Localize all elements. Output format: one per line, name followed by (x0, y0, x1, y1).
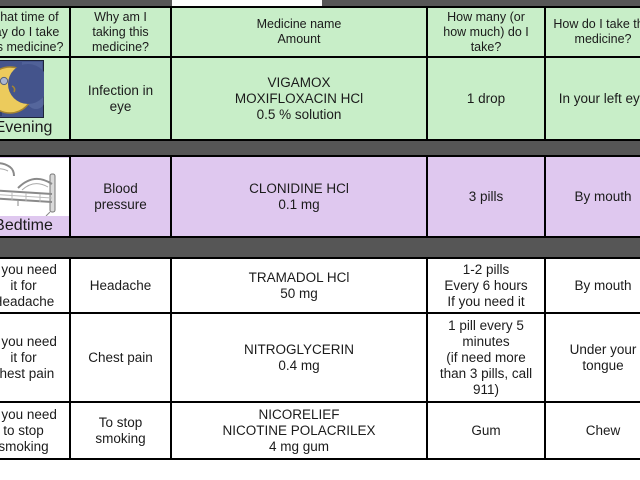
header-time: What time of day do I take this medicine… (0, 5, 71, 59)
header-row: What time of day do I take this medicine… (0, 5, 640, 59)
top-separator-row (0, 0, 640, 8)
how-take-cell: Chew (543, 401, 640, 461)
separator-bar (0, 0, 640, 8)
time-cell: If you need it for chest pain (0, 312, 71, 404)
time-label: Evening (0, 119, 53, 137)
separator-row (0, 139, 640, 158)
medicine-cell: VIGAMOX MOXIFLOXACIN HCl 0.5 % solution (170, 56, 428, 142)
time-cell: If you need it for Headache (0, 257, 71, 315)
separator-bar (0, 236, 640, 260)
medication-table: What time of day do I take this medicine… (0, 0, 640, 461)
row-bedtime: Bedtime Blood pressure CLONIDINE HCl 0.1… (0, 155, 640, 239)
how-take-cell: Under your tongue (543, 312, 640, 404)
row-chest-pain: If you need it for chest pain Chest pain… (0, 312, 640, 404)
row-stop-smoking: If you need to stop smoking To stop smok… (0, 401, 640, 461)
time-label: Bedtime (0, 217, 53, 235)
how-take-cell: By mouth (543, 257, 640, 315)
time-cell: If you need to stop smoking (0, 401, 71, 461)
medicine-cell: NITROGLYCERIN 0.4 mg (170, 312, 428, 404)
how-many-cell: 3 pills (426, 155, 546, 239)
how-take-cell: In your left eye (543, 56, 640, 142)
moon-icon (0, 60, 44, 119)
medicine-cell: NICORELIEF NICOTINE POLACRILEX 4 mg gum (170, 401, 428, 461)
bed-icon (0, 158, 68, 217)
separator-bar (0, 139, 640, 158)
row-evening: Evening Infection in eye VIGAMOX MOXIFLO… (0, 56, 640, 142)
time-cell-bedtime: Bedtime (0, 155, 71, 239)
why-cell: Headache (69, 257, 172, 315)
how-many-cell: 1 pill every 5 minutes (if need more tha… (426, 312, 546, 404)
header-why: Why am I taking this medicine? (69, 5, 172, 59)
row-headache: If you need it for Headache Headache TRA… (0, 257, 640, 315)
why-cell: Chest pain (69, 312, 172, 404)
separator-row (0, 236, 640, 260)
how-many-cell: 1 drop (426, 56, 546, 142)
how-take-cell: By mouth (543, 155, 640, 239)
how-many-cell: 1-2 pills Every 6 hours If you need it (426, 257, 546, 315)
why-cell: To stop smoking (69, 401, 172, 461)
header-medicine-name: Medicine name Amount (170, 5, 428, 59)
how-many-cell: Gum (426, 401, 546, 461)
why-cell: Infection in eye (69, 56, 172, 142)
medicine-cell: TRAMADOL HCl 50 mg (170, 257, 428, 315)
time-cell-evening: Evening (0, 56, 71, 142)
header-how-many: How many (or how much) do I take? (426, 5, 546, 59)
why-cell: Blood pressure (69, 155, 172, 239)
medicine-cell: CLONIDINE HCl 0.1 mg (170, 155, 428, 239)
header-how-take: How do I take this medicine? (543, 5, 640, 59)
